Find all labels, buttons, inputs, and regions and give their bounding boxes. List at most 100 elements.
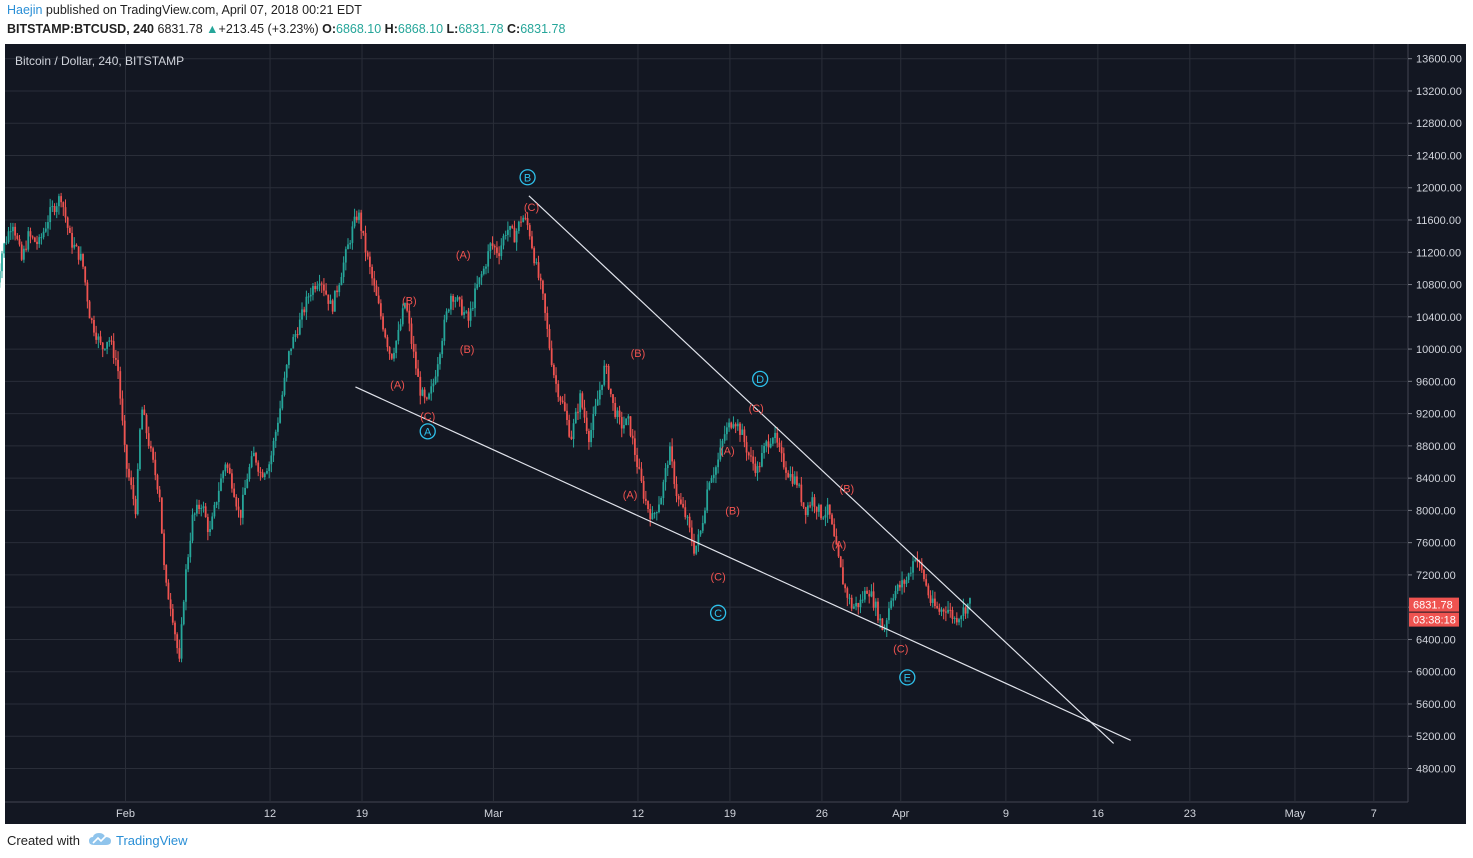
candle-body xyxy=(410,323,413,344)
candle-body xyxy=(655,512,658,514)
candle-body xyxy=(866,590,868,594)
price-tick-label: 10400.00 xyxy=(1416,312,1462,324)
candle-body xyxy=(331,300,334,312)
candle-body xyxy=(710,478,713,483)
candle-body xyxy=(384,329,387,338)
candle-body xyxy=(901,580,903,588)
candle-body xyxy=(450,295,452,310)
candle-body xyxy=(520,221,522,223)
author-link[interactable]: Haejin xyxy=(7,3,43,17)
candle-body xyxy=(660,498,663,505)
candle-body xyxy=(879,618,882,621)
candle-body xyxy=(539,277,542,281)
candle-body xyxy=(434,376,437,384)
candle-body xyxy=(923,569,925,580)
candle-body xyxy=(513,227,516,243)
candle-body xyxy=(491,243,494,246)
candle-body xyxy=(66,217,69,228)
candle-body xyxy=(662,482,665,499)
candle-body xyxy=(22,248,25,260)
candle-body xyxy=(375,285,378,296)
candle-body xyxy=(506,229,509,235)
candle-body xyxy=(130,477,133,485)
candle-body xyxy=(480,274,483,278)
created-with-text: Created with xyxy=(7,833,80,848)
wave-label: (B) xyxy=(460,344,475,356)
price-axis-area[interactable] xyxy=(1408,44,1466,802)
candle-body xyxy=(526,218,529,226)
candle-body xyxy=(336,290,338,293)
candle-body xyxy=(839,556,842,568)
candle-body xyxy=(257,462,260,472)
close-value: 6831.78 xyxy=(520,22,566,36)
candle-body xyxy=(187,557,190,570)
candle-body xyxy=(563,402,566,411)
plot-area[interactable] xyxy=(5,44,1408,802)
candle-body xyxy=(9,231,12,233)
candle-body xyxy=(958,619,960,623)
candle-body xyxy=(850,597,853,609)
candle-body xyxy=(544,293,547,313)
candle-body xyxy=(804,507,807,516)
candle-body xyxy=(594,405,597,415)
candle-body xyxy=(761,453,763,467)
candle-body xyxy=(174,622,176,635)
candle-body xyxy=(369,256,371,267)
candle-body xyxy=(309,294,312,297)
candle-body xyxy=(64,207,67,218)
time-tick-label: 7 xyxy=(1371,808,1377,820)
candle-body xyxy=(474,288,476,309)
price-tick-label: 8000.00 xyxy=(1416,505,1456,517)
candle-body xyxy=(445,311,448,320)
candle-body xyxy=(649,509,652,520)
candle-body xyxy=(371,266,373,279)
candle-body xyxy=(261,472,264,478)
candle-body xyxy=(966,603,969,614)
candle-body xyxy=(697,534,700,546)
candle-body xyxy=(793,476,796,484)
candle-body xyxy=(561,400,564,403)
candle-body xyxy=(498,253,501,257)
candle-body xyxy=(316,285,319,290)
candle-body xyxy=(266,471,268,474)
price-change: +213.45 (+3.23%) xyxy=(218,22,319,36)
candle-body xyxy=(944,611,947,613)
time-axis-area[interactable] xyxy=(5,802,1466,824)
candle-body xyxy=(881,618,884,630)
candle-body xyxy=(842,567,844,585)
candle-body xyxy=(828,504,831,515)
candle-body xyxy=(417,368,419,377)
candle-body xyxy=(215,502,218,505)
candle-body xyxy=(397,329,400,341)
candle-body xyxy=(934,598,936,607)
candle-body xyxy=(248,467,251,480)
candle-body xyxy=(947,609,949,613)
price-tick-label: 11200.00 xyxy=(1416,247,1461,259)
candle-body xyxy=(158,489,161,498)
wave-label: (B) xyxy=(402,296,417,308)
wave-label: (C) xyxy=(420,411,435,423)
candle-body xyxy=(222,471,225,479)
candle-body xyxy=(658,504,660,513)
symbol-info: BITSTAMP:BTCUSD, 240 6831.78 ▲+213.45 (+… xyxy=(7,22,565,36)
candle-body xyxy=(255,452,257,463)
candle-body xyxy=(150,446,152,449)
candle-body xyxy=(927,585,930,596)
candle-body xyxy=(49,207,52,223)
candle-body xyxy=(82,253,84,267)
candle-body xyxy=(294,334,297,337)
candle-body xyxy=(404,303,406,309)
candle-body xyxy=(77,246,80,260)
candle-body xyxy=(607,365,610,389)
candle-body xyxy=(682,503,684,508)
candle-body xyxy=(802,502,805,508)
candle-body xyxy=(86,282,89,302)
trendline-group[interactable] xyxy=(355,195,1131,744)
candle-body xyxy=(246,479,249,488)
candle-body xyxy=(817,504,820,512)
candle-body xyxy=(579,393,582,413)
tradingview-brand-link[interactable]: TradingView xyxy=(115,833,188,848)
candle-body xyxy=(75,244,78,247)
tradingview-cloud-icon xyxy=(88,832,112,849)
